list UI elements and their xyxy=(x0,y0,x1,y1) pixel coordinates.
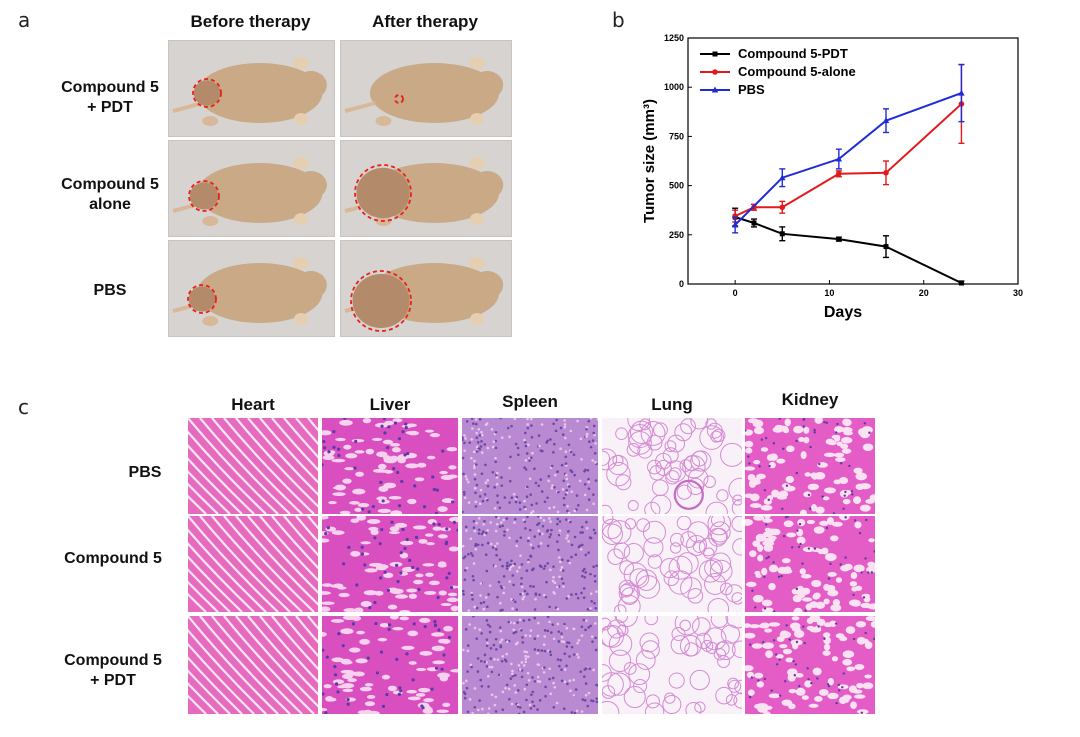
y-tick-label: 250 xyxy=(669,230,684,240)
data-point xyxy=(883,170,889,176)
y-axis-label: Tumor size (mm³) xyxy=(641,99,658,223)
histology-kidney-pbs xyxy=(745,418,875,514)
histology-liver-compound5-pdt xyxy=(322,616,458,714)
data-point xyxy=(836,170,842,177)
legend-label: Compound 5-alone xyxy=(738,64,856,79)
mouse-photo-pbs-after xyxy=(340,240,512,337)
mouse-photo-compound5-pdt-before xyxy=(168,40,335,137)
y-tick-label: 750 xyxy=(669,131,684,141)
x-tick-label: 0 xyxy=(733,288,738,298)
x-tick-label: 20 xyxy=(919,288,929,298)
mouse-photo-compound5-alone-before xyxy=(168,140,335,237)
row-label-compound5-alone: Compound 5 alone xyxy=(61,176,159,213)
histo-row-label-compound5: Compound 5 xyxy=(64,550,162,567)
row-label-compound5-pdt: Compound 5 + PDT xyxy=(61,79,159,116)
histology-heart-pbs xyxy=(188,418,318,514)
histo-col-header-lung: Lung xyxy=(651,395,693,414)
mouse-photo-pbs-before xyxy=(168,240,335,337)
histo-col-header-liver: Liver xyxy=(369,395,411,414)
series-line xyxy=(734,103,963,218)
histology-heart-compound5-pdt xyxy=(188,616,318,714)
legend-entry-2: PBS xyxy=(700,82,765,97)
data-point xyxy=(836,236,842,242)
x-tick-label: 10 xyxy=(824,288,834,298)
histo-row-label-compound5-pdt: Compound 5 + PDT xyxy=(64,652,162,689)
row-label-pbs: PBS xyxy=(93,282,127,299)
series-1 xyxy=(732,63,965,223)
histo-row-label-pbs: PBS xyxy=(128,464,162,481)
x-axis-label: Days xyxy=(824,304,862,321)
histo-col-header-spleen: Spleen xyxy=(502,392,558,411)
histology-kidney-compound5 xyxy=(745,516,875,612)
legend-entry-0: Compound 5-PDT xyxy=(700,46,848,61)
panel-letter-a: a xyxy=(18,8,31,32)
data-point xyxy=(731,221,739,228)
plot-frame xyxy=(687,37,1019,285)
histology-lung-pbs xyxy=(602,418,742,514)
legend-label: Compound 5-PDT xyxy=(738,46,848,61)
legend-entry-1: Compound 5-alone xyxy=(700,64,856,79)
mouse-photo-compound5-alone-after xyxy=(340,140,512,237)
y-tick-label: 500 xyxy=(669,181,684,191)
histology-liver-compound5 xyxy=(322,516,458,612)
panel-letter-b: b xyxy=(612,8,625,32)
series-line xyxy=(734,92,962,226)
series-0 xyxy=(732,207,965,286)
series-2 xyxy=(731,63,965,234)
panel-letter-c: c xyxy=(18,395,29,419)
histology-liver-pbs xyxy=(322,418,458,514)
histology-kidney-compound5-pdt xyxy=(745,616,875,714)
data-point xyxy=(779,231,785,237)
col-header-before-therapy: Before therapy xyxy=(190,12,311,31)
data-point xyxy=(883,244,889,250)
data-point xyxy=(751,220,757,226)
tumor-size-chart: 0 250 500 750 1000 1250 0 10 20 30 Days Tumor size … xyxy=(641,33,1023,321)
histo-col-header-heart: Heart xyxy=(231,395,275,414)
histology-spleen-compound5-pdt xyxy=(462,616,598,714)
data-point xyxy=(779,174,786,181)
histology-lung-compound5 xyxy=(602,516,742,612)
histology-heart-compound5 xyxy=(188,516,318,612)
mouse-photo-compound5-pdt-after xyxy=(340,40,512,137)
col-header-after-therapy: After therapy xyxy=(372,12,478,31)
y-tick-label: 0 xyxy=(679,279,684,289)
histo-col-header-kidney: Kidney xyxy=(781,390,839,409)
x-tick-label: 30 xyxy=(1013,288,1023,298)
data-point xyxy=(958,89,965,96)
legend-label: PBS xyxy=(738,82,765,97)
histology-lung-compound5-pdt xyxy=(602,616,742,714)
series-line xyxy=(734,216,962,284)
data-point xyxy=(835,155,843,162)
data-point xyxy=(958,280,964,286)
histology-spleen-compound5 xyxy=(462,516,598,612)
histology-spleen-pbs xyxy=(462,418,598,514)
data-point xyxy=(882,117,890,124)
y-tick-label: 1250 xyxy=(664,33,684,43)
data-point xyxy=(779,204,786,211)
y-tick-label: 1000 xyxy=(664,82,684,92)
